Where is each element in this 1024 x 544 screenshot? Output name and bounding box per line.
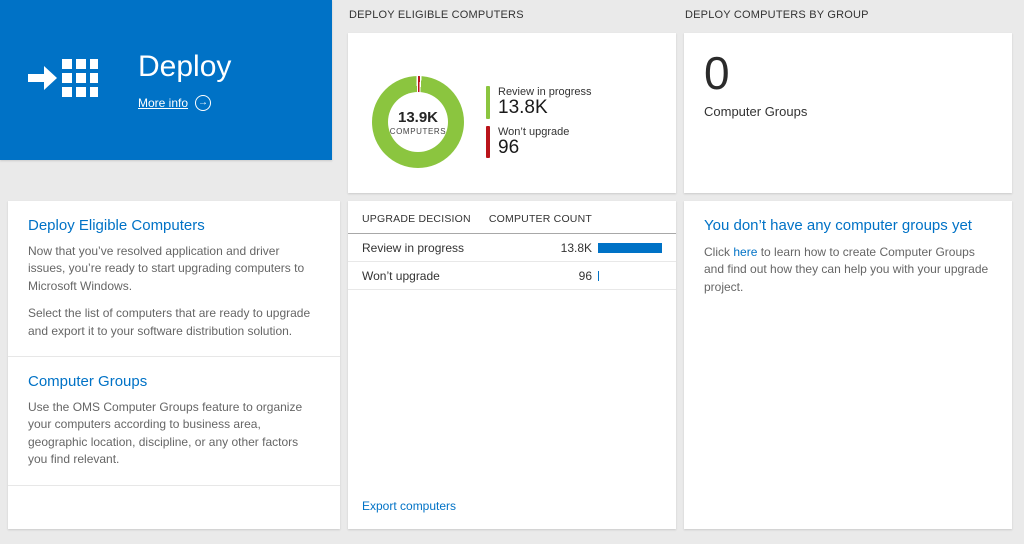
here-link[interactable]: here	[733, 245, 758, 259]
donut-chart[interactable]: 13.9K COMPUTERS	[372, 76, 464, 168]
deploy-icon	[28, 51, 100, 110]
deploy-tile[interactable]: Deploy More info →	[0, 0, 332, 160]
section-computer-groups: Computer Groups Use the OMS Computer Gro…	[8, 357, 340, 486]
section-heading: Deploy Eligible Computers	[28, 217, 205, 234]
right-column-header: DEPLOY COMPUTERS BY GROUP	[685, 9, 869, 21]
legend-swatch	[486, 125, 490, 159]
row-count: 13.8K	[560, 240, 592, 255]
donut-center-value: 13.9K	[397, 108, 439, 126]
donut-center: 13.9K COMPUTERS	[388, 92, 448, 152]
left-card-footer	[8, 486, 340, 529]
computer-groups-count-card[interactable]: 0 Computer Groups	[684, 33, 1012, 193]
more-info-label: More info	[138, 95, 189, 110]
more-info-link[interactable]: More info →	[138, 94, 231, 111]
row-label: Won’t upgrade	[362, 268, 440, 283]
deploy-tile-title: Deploy	[138, 49, 232, 83]
empty-state-text-before: Click	[704, 245, 734, 259]
table-header-row: UPGRADE DECISION COMPUTER COUNT	[348, 201, 676, 234]
section-paragraph: Select the list of computers that are re…	[28, 306, 311, 338]
row-label: Review in progress	[362, 240, 465, 255]
row-bar	[598, 242, 662, 253]
legend-value: 96	[498, 136, 520, 158]
table-row-review-in-progress[interactable]: Review in progress 13.8K	[348, 234, 676, 262]
deploy-tile-text: Deploy More info →	[138, 50, 231, 111]
computer-groups-empty-card: You don’t have any computer groups yet C…	[684, 201, 1012, 529]
computer-groups-count: 0	[704, 47, 730, 99]
column-header-computer-count: COMPUTER COUNT	[488, 213, 592, 225]
arrow-circle-icon: →	[195, 94, 212, 111]
computer-groups-count-label: Computer Groups	[704, 103, 808, 119]
row-bar-container	[598, 242, 662, 253]
eligible-computers-donut-card: 13.9K COMPUTERS Review in progress 13.8K…	[348, 33, 676, 193]
empty-state-text: Click here to learn how to create Comput…	[704, 244, 992, 296]
middle-column-header: DEPLOY ELIGIBLE COMPUTERS	[349, 9, 524, 21]
row-bar-container	[598, 270, 662, 281]
legend-value: 13.8K	[498, 96, 548, 118]
section-paragraph: Now that you’ve resolved application and…	[28, 244, 305, 293]
donut-legend: Review in progress 13.8K Won’t upgrade 9…	[486, 85, 592, 159]
legend-item-wont-upgrade[interactable]: Won’t upgrade 96	[486, 125, 592, 159]
empty-state-text-after: to learn how to create Computer Groups a…	[704, 245, 989, 294]
section-paragraph: Use the OMS Computer Groups feature to o…	[28, 399, 303, 467]
export-computers-link[interactable]: Export computers	[362, 499, 457, 513]
legend-item-review-in-progress[interactable]: Review in progress 13.8K	[486, 85, 592, 119]
legend-label: Review in progress	[498, 85, 592, 98]
empty-state-heading: You don’t have any computer groups yet	[704, 217, 972, 234]
section-deploy-eligible: Deploy Eligible Computers Now that you’v…	[8, 201, 340, 357]
table-footer: Export computers	[348, 485, 676, 529]
row-count: 96	[578, 268, 592, 283]
legend-swatch	[486, 85, 490, 119]
column-header-upgrade-decision: UPGRADE DECISION	[362, 213, 471, 225]
legend-label: Won’t upgrade	[498, 125, 570, 138]
upgrade-decision-table-card: UPGRADE DECISION COMPUTER COUNT Review i…	[348, 201, 676, 529]
table-row-wont-upgrade[interactable]: Won’t upgrade 96	[348, 262, 676, 290]
row-bar	[598, 270, 599, 281]
donut-center-label: COMPUTERS	[389, 126, 447, 136]
left-info-card: Deploy Eligible Computers Now that you’v…	[8, 201, 340, 529]
section-heading: Computer Groups	[28, 372, 148, 390]
